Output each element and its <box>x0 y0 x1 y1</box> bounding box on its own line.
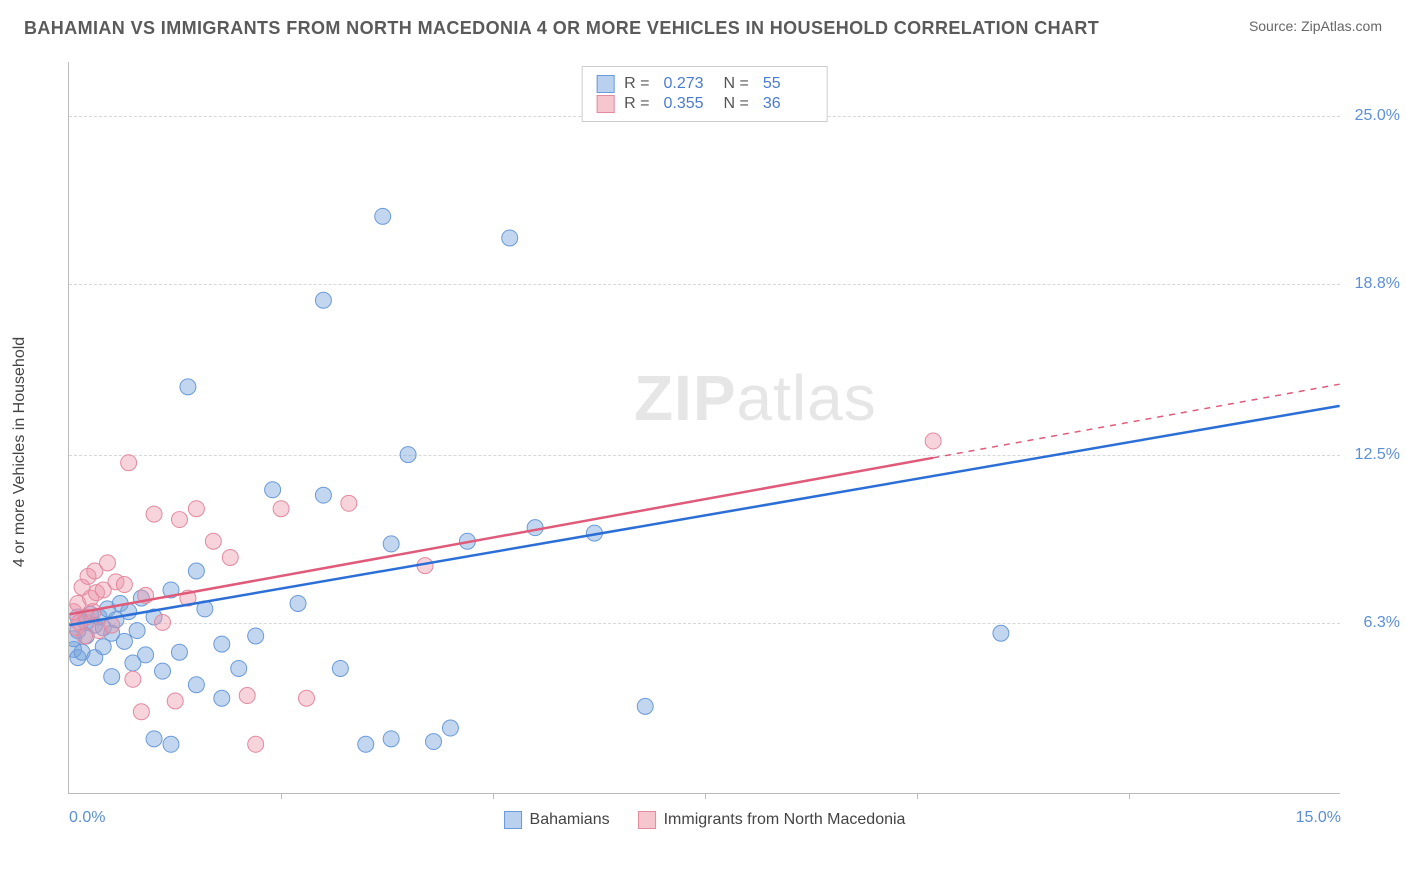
legend-correlation: R = 0.273 N = 55 R = 0.355 N = 36 <box>581 66 828 122</box>
data-point <box>222 549 238 565</box>
data-point <box>155 614 171 630</box>
x-tick-label: 0.0% <box>69 809 105 827</box>
data-point <box>426 734 442 750</box>
data-point <box>167 693 183 709</box>
data-point <box>155 663 171 679</box>
data-point <box>332 660 348 676</box>
y-tick-label: 25.0% <box>1355 107 1400 125</box>
data-point <box>163 736 179 752</box>
data-point <box>171 644 187 660</box>
legend-swatch-pink <box>596 95 614 113</box>
r-value: 0.273 <box>664 75 714 93</box>
legend-row-2: R = 0.355 N = 36 <box>596 95 813 113</box>
data-point <box>383 731 399 747</box>
legend-label: Immigrants from North Macedonia <box>664 811 906 829</box>
data-point <box>99 555 115 571</box>
data-point <box>375 208 391 224</box>
data-point <box>104 669 120 685</box>
x-tick <box>705 793 706 799</box>
data-point <box>146 506 162 522</box>
data-point <box>400 447 416 463</box>
x-tick-label: 15.0% <box>1296 809 1341 827</box>
n-value: 55 <box>763 75 813 93</box>
data-point <box>637 698 653 714</box>
data-point <box>315 487 331 503</box>
data-point <box>77 628 93 644</box>
scatter-svg <box>69 62 1340 793</box>
data-point <box>146 731 162 747</box>
data-point <box>925 433 941 449</box>
x-tick <box>1129 793 1130 799</box>
data-point <box>231 660 247 676</box>
legend-swatch-pink <box>638 811 656 829</box>
plot-area: R = 0.273 N = 55 R = 0.355 N = 36 ZIPatl… <box>68 62 1340 794</box>
data-point <box>239 688 255 704</box>
legend-series: Bahamians Immigrants from North Macedoni… <box>504 811 906 829</box>
data-point <box>214 690 230 706</box>
data-point <box>265 482 281 498</box>
data-point <box>116 577 132 593</box>
n-label: N = <box>724 75 749 93</box>
legend-swatch-blue <box>596 75 614 93</box>
data-point <box>121 604 137 620</box>
data-point <box>315 292 331 308</box>
y-tick-label: 12.5% <box>1355 446 1400 464</box>
data-point <box>502 230 518 246</box>
x-tick <box>281 793 282 799</box>
n-label: N = <box>724 95 749 113</box>
trend-line-dashed <box>933 384 1339 458</box>
y-tick-label: 6.3% <box>1364 614 1400 632</box>
trend-line <box>69 406 1339 625</box>
legend-row-1: R = 0.273 N = 55 <box>596 75 813 93</box>
data-point <box>171 512 187 528</box>
legend-item-macedonia: Immigrants from North Macedonia <box>638 811 906 829</box>
n-value: 36 <box>763 95 813 113</box>
data-point <box>116 633 132 649</box>
data-point <box>129 623 145 639</box>
plot-container: 4 or more Vehicles in Household R = 0.27… <box>48 62 1388 842</box>
data-point <box>138 647 154 663</box>
data-point <box>248 736 264 752</box>
x-tick <box>493 793 494 799</box>
data-point <box>121 455 137 471</box>
data-point <box>341 495 357 511</box>
data-point <box>188 677 204 693</box>
y-axis-label: 4 or more Vehicles in Household <box>11 337 29 567</box>
legend-swatch-blue <box>504 811 522 829</box>
data-point <box>180 379 196 395</box>
r-label: R = <box>624 75 649 93</box>
data-point <box>442 720 458 736</box>
data-point <box>358 736 374 752</box>
chart-title: BAHAMIAN VS IMMIGRANTS FROM NORTH MACEDO… <box>24 18 1099 39</box>
x-tick <box>917 793 918 799</box>
data-point <box>993 625 1009 641</box>
legend-item-bahamians: Bahamians <box>504 811 610 829</box>
legend-label: Bahamians <box>530 811 610 829</box>
data-point <box>125 671 141 687</box>
data-point <box>214 636 230 652</box>
r-label: R = <box>624 95 649 113</box>
source-label: Source: ZipAtlas.com <box>1249 18 1382 34</box>
data-point <box>383 536 399 552</box>
data-point <box>188 501 204 517</box>
data-point <box>273 501 289 517</box>
r-value: 0.355 <box>664 95 714 113</box>
data-point <box>290 595 306 611</box>
data-point <box>298 690 314 706</box>
y-tick-label: 18.8% <box>1355 275 1400 293</box>
data-point <box>133 704 149 720</box>
data-point <box>205 533 221 549</box>
data-point <box>248 628 264 644</box>
trend-line <box>69 458 933 614</box>
data-point <box>188 563 204 579</box>
